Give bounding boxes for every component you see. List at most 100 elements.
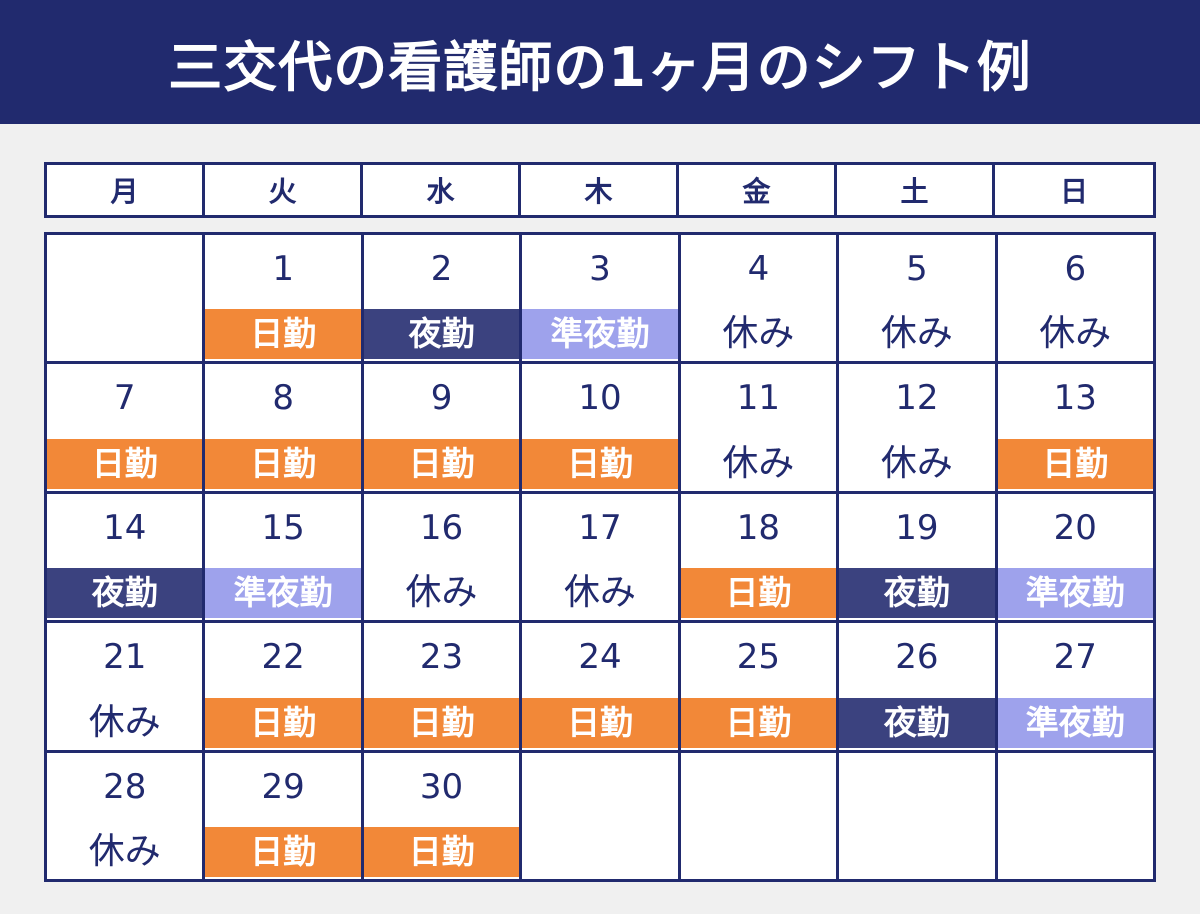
calendar-day-cell: 9 日勤 [363, 364, 520, 491]
day-number: 12 [895, 378, 939, 419]
day-shift-label: 日勤 [997, 438, 1153, 489]
day-number: 14 [103, 507, 147, 548]
day-number: 11 [736, 378, 781, 419]
day-off-label: 休み [1039, 313, 1112, 355]
weekday-saturday: 土 [837, 165, 995, 215]
calendar-day-cell: 30 日勤 [363, 752, 520, 879]
calendar-day-cell: 3 準夜勤 [522, 235, 678, 362]
calendar-day-cell: 15 準夜勤 [205, 493, 361, 621]
weekday-monday: 月 [47, 165, 205, 215]
day-shift-label: 日勤 [363, 438, 520, 489]
calendar-day-cell: 5 休み [839, 235, 995, 362]
calendar-day-cell: 26 夜勤 [839, 623, 995, 750]
day-number: 27 [1053, 637, 1097, 678]
day-shift-label: 日勤 [680, 697, 837, 748]
calendar-day-cell: 11 休み [680, 364, 837, 491]
day-shift-label: 日勤 [522, 438, 678, 489]
semi-night-shift-label: 準夜勤 [997, 568, 1153, 619]
calendar-day-cell: 23 日勤 [363, 623, 520, 750]
calendar-day-cell: 28 休み [47, 752, 203, 879]
day-number: 30 [419, 766, 464, 807]
day-number: 23 [419, 637, 464, 678]
calendar-day-cell: 7 日勤 [47, 364, 203, 491]
calendar-day-cell: 25 日勤 [680, 623, 837, 750]
calendar-day-cell: 1 日勤 [205, 235, 361, 362]
day-number: 25 [736, 637, 781, 678]
day-off-label: 休み [88, 831, 161, 872]
day-number: 19 [895, 507, 939, 548]
day-number: 2 [430, 249, 453, 289]
calendar-empty-cell [839, 752, 995, 879]
calendar-day-cell: 13 日勤 [997, 364, 1153, 491]
weekday-wednesday: 水 [363, 165, 521, 215]
day-off-label: 休み [405, 572, 478, 614]
day-number: 4 [747, 249, 770, 289]
day-number: 7 [113, 378, 136, 419]
day-shift-label: 日勤 [205, 697, 361, 748]
day-shift-label: 日勤 [363, 827, 520, 877]
day-number: 6 [1064, 249, 1087, 289]
day-off-label: 休み [880, 313, 953, 355]
night-shift-label: 夜勤 [47, 568, 203, 619]
day-off-label: 休み [563, 572, 636, 614]
day-off-label: 休み [722, 313, 795, 355]
day-shift-label: 日勤 [47, 438, 203, 489]
semi-night-shift-label: 準夜勤 [205, 568, 361, 619]
day-shift-label: 日勤 [680, 568, 837, 619]
calendar-day-cell: 19 夜勤 [839, 493, 995, 621]
day-number: 8 [272, 378, 294, 419]
weekday-tuesday: 火 [205, 165, 363, 215]
calendar-day-cell: 8 日勤 [205, 364, 361, 491]
day-number: 9 [430, 378, 453, 419]
day-off-label: 休み [722, 442, 795, 484]
day-number: 10 [578, 378, 622, 419]
day-number: 15 [261, 507, 305, 548]
calendar-day-cell: 24 日勤 [522, 623, 678, 750]
day-number: 28 [103, 766, 147, 807]
semi-night-shift-label: 準夜勤 [522, 309, 678, 360]
weekday-friday: 金 [679, 165, 837, 215]
day-shift-label: 日勤 [522, 697, 678, 748]
calendar-day-cell: 10 日勤 [522, 364, 678, 491]
day-number: 1 [272, 249, 294, 289]
calendar-day-cell: 6 休み [997, 235, 1153, 362]
calendar-day-cell: 29 日勤 [205, 752, 361, 879]
day-number: 26 [895, 637, 939, 678]
calendar-empty-cell [522, 752, 678, 879]
calendar-empty-cell [680, 752, 837, 879]
weekday-header: 月 火 水 木 金 土 日 [44, 162, 1156, 218]
calendar-empty-cell [997, 752, 1153, 879]
day-number: 21 [103, 637, 147, 678]
semi-night-shift-label: 準夜勤 [997, 697, 1153, 748]
day-number: 20 [1053, 507, 1097, 548]
page-title: 三交代の看護師の1ヶ月のシフト例 [0, 0, 1200, 124]
day-off-label: 休み [880, 442, 953, 484]
day-number: 24 [578, 637, 622, 678]
day-number: 3 [589, 249, 611, 289]
day-number: 13 [1053, 378, 1097, 419]
night-shift-label: 夜勤 [363, 309, 520, 360]
calendar-day-cell: 22 日勤 [205, 623, 361, 750]
calendar-grid: 1 日勤 2 夜勤 3 準夜勤 4 休み 5 休み 6 休み 7 日勤 8 日勤 9 日勤 10 日勤 11 休み 12 休み… [44, 232, 1156, 882]
day-number: 29 [261, 766, 305, 807]
calendar-day-cell: 27 準夜勤 [997, 623, 1153, 750]
day-shift-label: 日勤 [363, 697, 520, 748]
calendar-day-cell: 20 準夜勤 [997, 493, 1153, 621]
calendar-day-cell: 16 休み [363, 493, 520, 621]
calendar-day-cell: 18 日勤 [680, 493, 837, 621]
day-shift-label: 日勤 [205, 438, 361, 489]
night-shift-label: 夜勤 [839, 568, 995, 619]
calendar-empty-cell [47, 235, 203, 362]
day-number: 18 [736, 507, 781, 548]
calendar-day-cell: 2 夜勤 [363, 235, 520, 362]
day-shift-label: 日勤 [205, 827, 361, 877]
calendar-day-cell: 17 休み [522, 493, 678, 621]
calendar-day-cell: 21 休み [47, 623, 203, 750]
day-shift-label: 日勤 [205, 309, 361, 360]
calendar-day-cell: 4 休み [680, 235, 837, 362]
weekday-sunday: 日 [1059, 175, 1088, 208]
day-number: 16 [419, 507, 464, 548]
calendar-day-cell: 12 休み [839, 364, 995, 491]
night-shift-label: 夜勤 [839, 697, 995, 748]
weekday-thursday: 木 [521, 165, 679, 215]
